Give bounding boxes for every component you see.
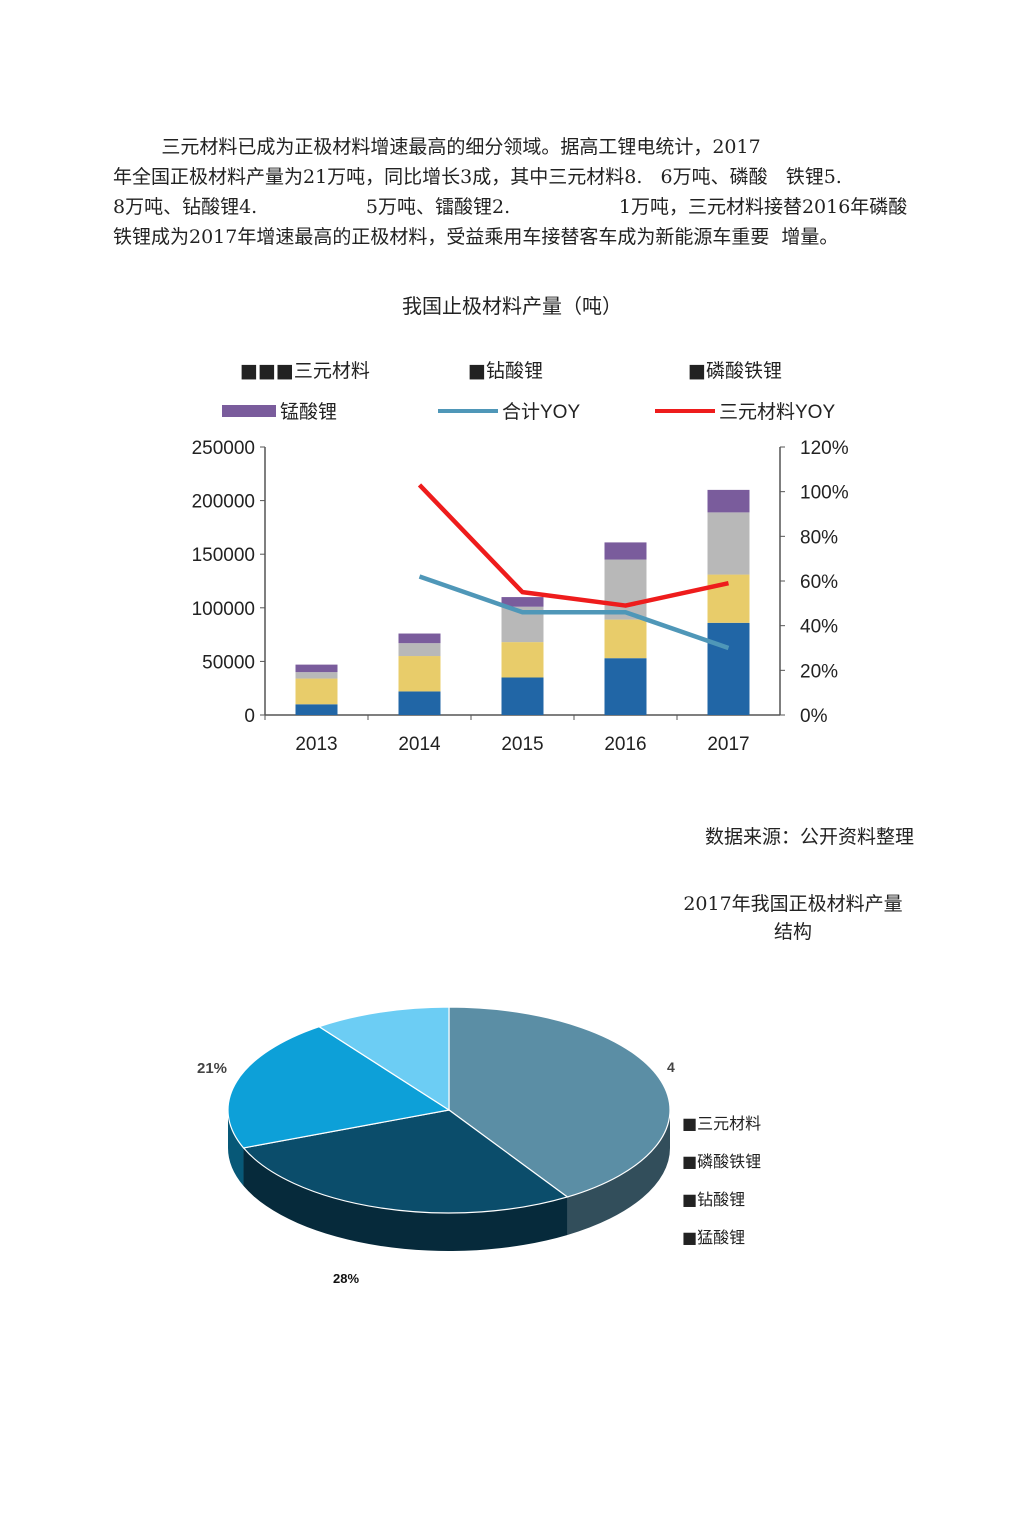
bar-segment [295,678,338,705]
y-tick-label: 100000 [192,599,255,620]
bar-segment [604,658,647,715]
legend-label-total-yoy: 合计YOY [502,401,580,423]
bar-segment [501,677,544,715]
pie-legend: ■三元材料 ■磷酸铁锂 ■钻酸锂 ■猛酸锂 [682,1103,761,1255]
pie-legend-item: ■钻酸锂 [682,1190,746,1209]
intro-line-3: 8万吨、钻酸锂4. 5万吨、镭酸锂2. 1万吨，三元材料接替2016年磷酸 [113,196,908,218]
pie-legend-item: ■三元材料 [682,1114,762,1133]
pie-label-partial: 4 [667,1059,675,1075]
y2-tick-label: 20% [800,661,838,682]
legend-label-mengsuanli: 锰酸锂 [280,401,337,423]
bar-segment [707,489,750,513]
legend-label-sanyuan: ■■■三元材料 [240,360,370,382]
intro-line-4: 铁锂成为2017年增速最高的正极材料，受益乘用车接替客车成为新能源车重要 增量。 [113,226,839,248]
pie-title-line-1: 2017年我国正极材料产量 [683,893,903,915]
bar-segment [604,619,647,659]
legend-item-sanyuan: ■■■三元材料 [240,356,370,383]
pie-title-line-2: 结构 [773,921,812,943]
bar-segment [604,559,647,620]
legend-swatch-mengsuanli [222,405,276,417]
x-tick-label: 2015 [501,734,543,755]
bar-segment [398,691,441,715]
x-tick-label: 2017 [707,734,749,755]
pie-slice [317,1006,450,1112]
pie-legend-item: ■猛酸锂 [682,1228,746,1247]
series-line [418,574,730,651]
bar-segment [295,704,338,715]
bar-segment [295,664,338,673]
legend-label-linsuantieli: ■磷酸铁锂 [688,360,782,382]
bar-segment [501,597,544,607]
bar-segment [398,633,441,644]
pie-label-28: 28% [333,1271,359,1286]
x-tick-label: 2016 [604,734,646,755]
data-source: 数据来源：公开资料整理 [704,826,914,848]
bar-segment [707,622,750,715]
y2-tick-label: 0% [800,706,828,727]
series-line [417,483,729,608]
x-tick-label: 2014 [398,734,441,755]
y-tick-label: 200000 [192,492,255,513]
intro-line-1: 三元材料已成为正极材料增速最高的细分领域。据高工锂电统计，2017 [113,136,761,158]
pie-slice [448,1006,671,1198]
intro-line-2: 年全国正极材料产量为21万吨，同比增长3成，其中三元材料8. 6万吨、磷酸 铁锂… [113,166,842,188]
legend-item-gusuanli: ■钻酸锂 [468,356,543,383]
bar-segment [604,542,647,560]
pie-slice [242,1109,569,1214]
pie-legend-item: ■磷酸铁锂 [682,1152,762,1171]
y2-tick-label: 120% [800,438,849,459]
bar-segment [707,574,750,623]
bar-chart-title: 我国止极材料产量（吨） [402,294,622,318]
bar-segment [295,672,338,679]
legend-label-gusuanli: ■钻酸锂 [468,360,543,382]
legend-item-linsuantieli: ■磷酸铁锂 [688,356,782,383]
y-tick-label: 0 [244,706,255,727]
x-tick-label: 2013 [295,734,337,755]
y2-tick-label: 40% [800,617,838,638]
pie-side-wall [243,1147,568,1251]
bar-segment [707,512,750,575]
y-tick-label: 150000 [192,545,255,566]
y-tick-label: 250000 [192,438,255,459]
y2-tick-label: 100% [800,483,849,504]
pie-label-21: 21% [197,1060,227,1077]
y2-tick-label: 80% [800,527,838,548]
y-tick-label: 50000 [202,652,255,673]
legend-label-sanyuan-yoy: 三元材料YOY [719,401,835,423]
bar-segment [501,642,544,678]
bar-segment [398,656,441,692]
pie-side-wall [228,1110,244,1186]
pie-slice [227,1026,451,1149]
bar-segment [398,643,441,657]
y2-tick-label: 60% [800,572,838,593]
pie-chart-title: 2017年我国正极材料产量 结构 [668,890,918,946]
intro-paragraph: 三元材料已成为正极材料增速最高的细分领域。据高工锂电统计，2017 年全国正极材… [113,132,913,252]
pie-side-wall [567,1110,670,1235]
